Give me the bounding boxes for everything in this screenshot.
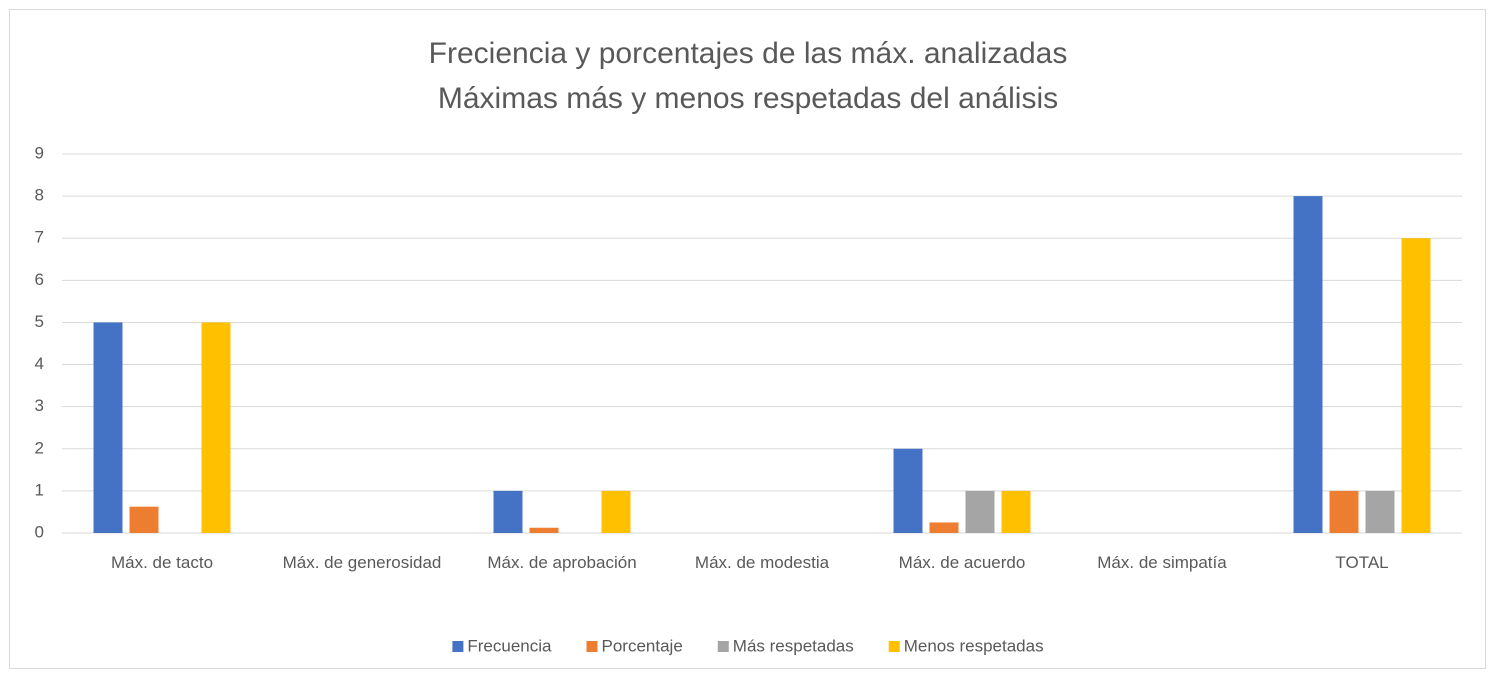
bar	[1401, 238, 1431, 533]
legend-swatch	[717, 641, 729, 652]
legend-label: Frecuencia	[467, 636, 552, 655]
bar	[893, 448, 923, 533]
bar	[601, 490, 631, 533]
y-tick-label: 9	[35, 143, 44, 162]
legend-swatch	[888, 641, 900, 652]
bar	[929, 522, 959, 533]
y-tick-label: 6	[35, 270, 44, 289]
chart-subtitle: Máximas más y menos respetadas del análi…	[438, 82, 1058, 115]
bar	[129, 506, 159, 533]
bar	[529, 527, 559, 533]
x-tick-label: Máx. de tacto	[110, 553, 214, 572]
x-tick-label: TOTAL	[1335, 553, 1389, 572]
y-tick-label: 2	[35, 438, 44, 457]
y-tick-label: 3	[35, 396, 44, 415]
chart-border	[9, 9, 1486, 669]
bar	[1329, 490, 1359, 533]
legend-label: Menos respetadas	[904, 636, 1044, 655]
bar	[1365, 490, 1395, 533]
legend-swatch	[586, 641, 598, 652]
y-tick-label: 8	[35, 186, 44, 205]
x-tick-label: Máx. de modestia	[694, 553, 830, 572]
bar	[965, 490, 995, 533]
chart-title: Freciencia y porcentajes de las máx. ana…	[429, 37, 1068, 70]
y-tick-label: 4	[35, 354, 44, 373]
legend-label: Porcentaje	[602, 636, 683, 655]
y-tick-label: 7	[35, 228, 44, 247]
bar	[1293, 196, 1323, 533]
x-tick-label: Máx. de acuerdo	[898, 553, 1026, 572]
y-tick-label: 0	[35, 522, 44, 541]
legend-swatch	[452, 641, 464, 652]
bar	[93, 322, 123, 533]
x-tick-label: Máx. de aprobación	[487, 553, 637, 572]
bar	[493, 490, 523, 533]
bar	[1001, 490, 1031, 533]
x-tick-label: Máx. de simpatía	[1097, 553, 1227, 572]
y-tick-label: 1	[35, 480, 44, 499]
bar	[201, 322, 231, 533]
x-tick-label: Máx. de generosidad	[282, 553, 442, 572]
y-tick-label: 5	[35, 312, 44, 331]
legend-label: Más respetadas	[733, 636, 854, 655]
